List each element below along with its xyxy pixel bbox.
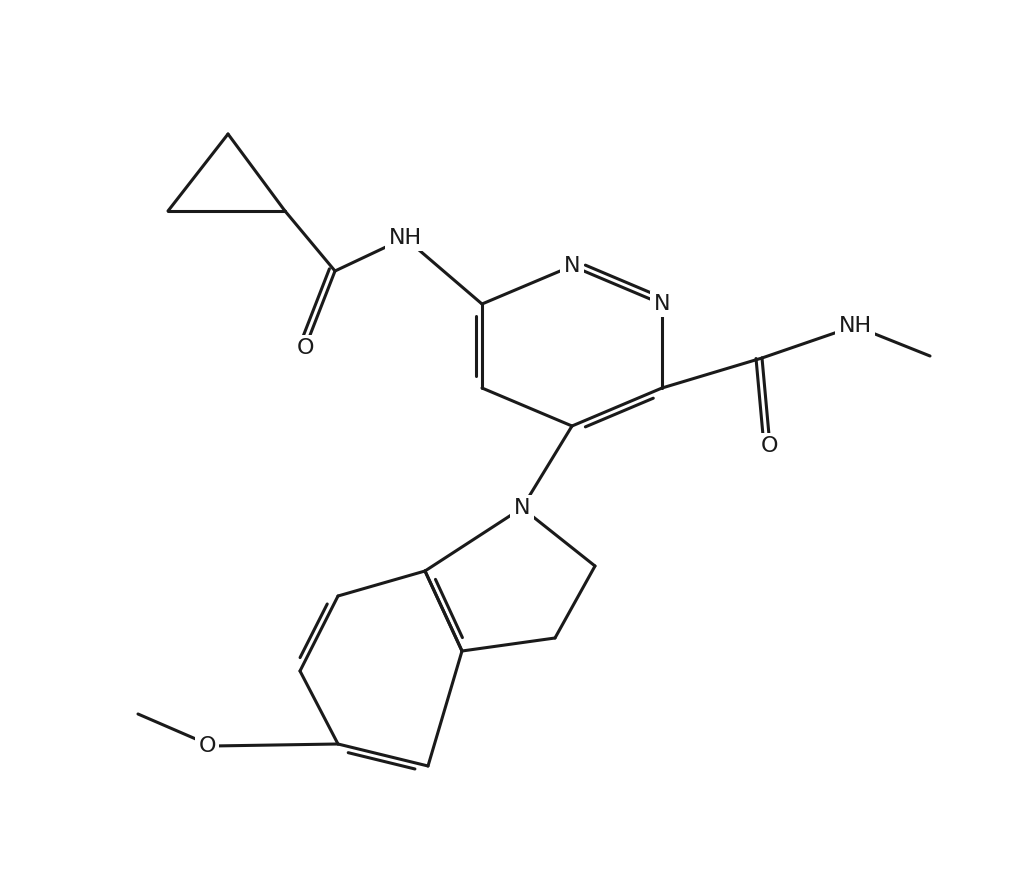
Text: O: O [761,436,779,456]
Text: N: N [564,256,580,276]
Text: O: O [296,338,314,358]
Text: O: O [198,736,216,756]
Text: NH: NH [838,316,872,336]
Text: N: N [654,294,670,314]
Text: N: N [514,498,530,518]
Text: NH: NH [388,228,421,248]
